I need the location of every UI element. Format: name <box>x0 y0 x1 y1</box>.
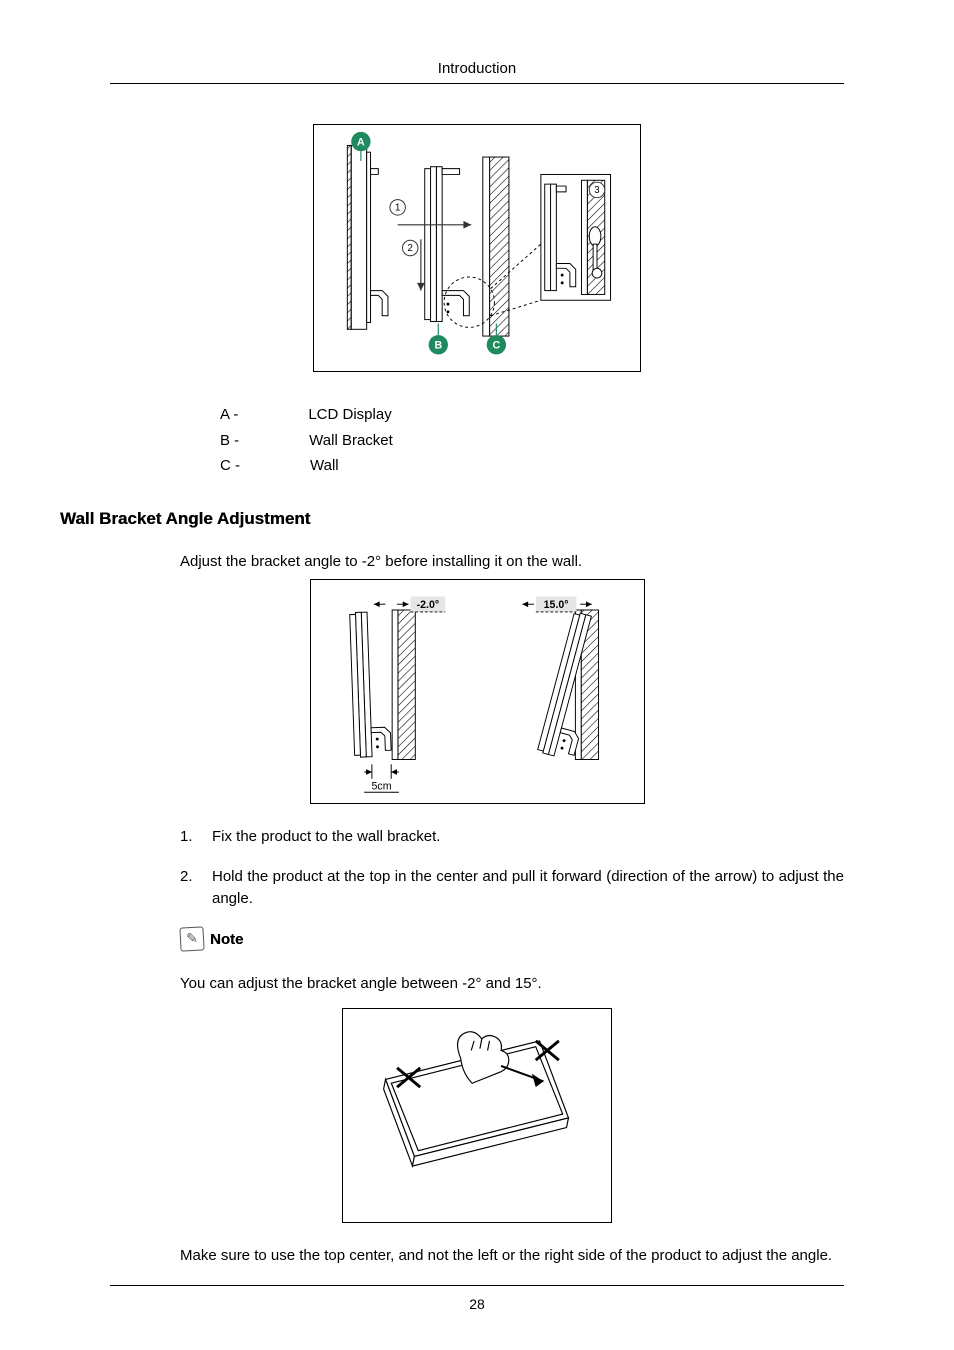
callout-a: A <box>357 136 365 148</box>
step-number: 1. <box>180 826 212 848</box>
label-15: 15.0° <box>543 599 568 611</box>
legend-row: A - LCD Display <box>220 402 844 428</box>
note: Note <box>180 927 844 951</box>
legend-value-c: Wall <box>310 453 339 479</box>
note-label: Note <box>210 931 243 948</box>
label-neg2: -2.0° <box>416 599 439 611</box>
label-5cm: 5cm <box>371 780 391 792</box>
legend-value-b: Wall Bracket <box>309 428 393 454</box>
footer: 28 <box>110 1285 844 1312</box>
step-text: Hold the product at the top in the cente… <box>212 866 844 910</box>
page-number: 28 <box>110 1296 844 1312</box>
header-title: Introduction <box>110 60 844 77</box>
figure-mounting-overview: 1 2 <box>313 124 641 372</box>
step-text: Fix the product to the wall bracket. <box>212 826 844 848</box>
callout-1: 1 <box>395 202 400 213</box>
legend-key-b: B - <box>220 428 239 454</box>
footer-rule <box>110 1285 844 1286</box>
figure-top-center <box>342 1008 612 1223</box>
callout-b: B <box>434 340 442 352</box>
paragraph-note: You can adjust the bracket angle between… <box>180 973 834 996</box>
step-number: 2. <box>180 866 212 910</box>
callout-c: C <box>493 340 501 352</box>
legend-row: B - Wall Bracket <box>220 428 844 454</box>
steps-list: 1. Fix the product to the wall bracket. … <box>180 826 844 909</box>
legend-key-c: C - <box>220 453 240 479</box>
paragraph-adjust: Adjust the bracket angle to -2° before i… <box>180 551 834 574</box>
callout-2: 2 <box>408 243 413 254</box>
step-item: 2. Hold the product at the top in the ce… <box>180 866 844 910</box>
legend: A - LCD Display B - Wall Bracket C - Wal… <box>220 402 844 479</box>
legend-key-a: A - <box>220 402 238 428</box>
figure-angle-range: -2.0° 5cm <box>310 579 645 804</box>
step-item: 1. Fix the product to the wall bracket. <box>180 826 844 848</box>
callout-3: 3 <box>594 185 599 196</box>
legend-value-a: LCD Display <box>308 402 391 428</box>
header-rule <box>110 83 844 84</box>
section-heading: Wall Bracket Angle Adjustment <box>60 509 844 529</box>
legend-row: C - Wall <box>220 453 844 479</box>
paragraph-bottom: Make sure to use the top center, and not… <box>180 1245 834 1268</box>
note-icon <box>179 927 204 952</box>
